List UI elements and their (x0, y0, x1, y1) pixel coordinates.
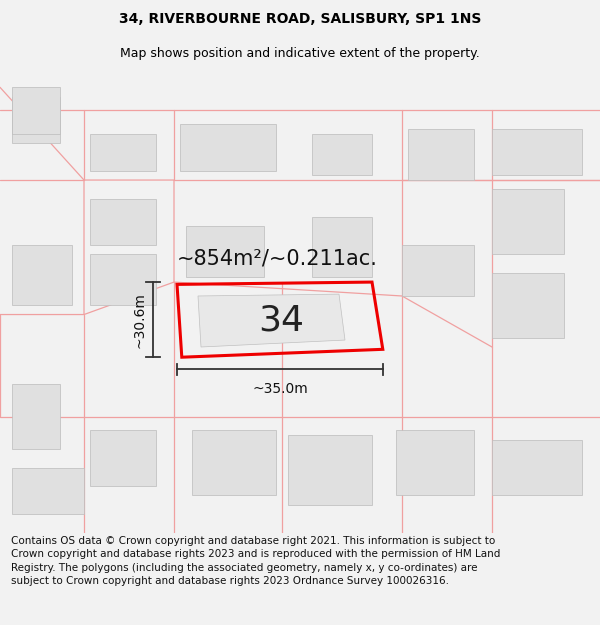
Polygon shape (492, 440, 582, 496)
Polygon shape (12, 88, 60, 134)
Polygon shape (12, 384, 60, 449)
Polygon shape (180, 124, 276, 171)
Text: 34: 34 (258, 304, 304, 338)
Polygon shape (12, 97, 60, 143)
Polygon shape (192, 431, 276, 496)
Polygon shape (186, 226, 264, 278)
Polygon shape (288, 435, 372, 504)
Text: ~30.6m: ~30.6m (133, 292, 147, 348)
Polygon shape (492, 189, 564, 254)
Text: Map shows position and indicative extent of the property.: Map shows position and indicative extent… (120, 47, 480, 60)
Polygon shape (90, 254, 156, 305)
Polygon shape (90, 431, 156, 486)
Polygon shape (198, 294, 345, 347)
Polygon shape (492, 129, 582, 176)
Polygon shape (12, 468, 84, 514)
Text: Contains OS data © Crown copyright and database right 2021. This information is : Contains OS data © Crown copyright and d… (11, 536, 500, 586)
Polygon shape (408, 129, 474, 180)
Text: ~35.0m: ~35.0m (252, 382, 308, 396)
Polygon shape (12, 245, 72, 305)
Polygon shape (312, 134, 372, 176)
Polygon shape (396, 431, 474, 496)
Polygon shape (312, 217, 372, 278)
Polygon shape (402, 245, 474, 296)
Polygon shape (492, 272, 564, 338)
Polygon shape (90, 134, 156, 171)
Text: ~854m²/~0.211ac.: ~854m²/~0.211ac. (177, 248, 378, 268)
Polygon shape (90, 199, 156, 245)
Text: 34, RIVERBOURNE ROAD, SALISBURY, SP1 1NS: 34, RIVERBOURNE ROAD, SALISBURY, SP1 1NS (119, 12, 481, 26)
